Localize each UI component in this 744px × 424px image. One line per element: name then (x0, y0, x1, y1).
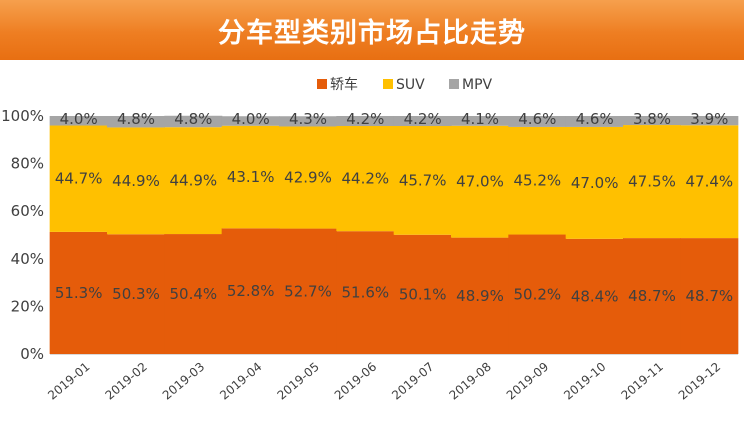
bar-segment-SUV (565, 126, 624, 239)
bar-segment-轿车 (508, 234, 567, 354)
data-label: 4.0% (60, 110, 98, 128)
bar-segment-SUV (164, 127, 223, 235)
legend-swatch-1 (383, 79, 393, 89)
data-label: 4.0% (232, 110, 270, 128)
data-label: 50.4% (170, 285, 218, 303)
data-label: 4.1% (461, 110, 499, 128)
x-tick-label: 2019-04 (217, 360, 264, 403)
bar-segment-轿车 (336, 231, 395, 354)
x-tick-label: 2019-12 (676, 360, 723, 403)
data-label: 47.0% (571, 174, 619, 192)
y-tick-label: 0% (20, 345, 44, 363)
y-tick-label: 100% (1, 107, 44, 125)
bar-segment-MPV (107, 116, 165, 128)
y-tick-label: 20% (11, 297, 44, 315)
x-tick-label: 2019-09 (504, 360, 551, 403)
bar-segment-轿车 (393, 234, 452, 354)
x-tick-label: 2019-02 (103, 360, 150, 403)
bar-segment-SUV (336, 125, 395, 232)
x-tick-label: 2019-03 (160, 360, 207, 403)
bar-segment-MPV (164, 115, 223, 128)
data-label: 4.2% (346, 110, 384, 128)
data-label: 45.7% (399, 171, 447, 189)
bar-segment-MPV (623, 116, 681, 126)
data-label: 4.6% (576, 110, 614, 128)
bar-segment-轿车 (279, 228, 337, 354)
x-tick-label: 2019-05 (275, 360, 322, 403)
chart-title: 分车型类别市场占比走势 (218, 17, 526, 49)
bar-segment-SUV (623, 125, 681, 239)
bar-segment-MPV (680, 116, 739, 126)
bar-segment-轿车 (221, 228, 280, 354)
bar-segment-MPV (221, 116, 280, 126)
legend-swatch-2 (449, 79, 459, 89)
bar-segment-轿车 (680, 238, 739, 354)
bar-segment-MPV (451, 116, 509, 126)
data-label: 44.2% (342, 170, 390, 188)
data-label: 3.9% (690, 110, 728, 128)
data-label: 45.2% (514, 172, 562, 190)
data-label: 4.8% (117, 110, 155, 128)
bar-segment-轿车 (49, 231, 108, 354)
data-label: 4.8% (174, 110, 212, 128)
bar-segment-轿车 (623, 238, 681, 354)
data-label: 4.6% (518, 110, 556, 128)
data-label: 47.5% (628, 173, 676, 191)
chart-title-bar: 分车型类别市场占比走势 (0, 0, 744, 60)
bar-segment-轿车 (451, 237, 509, 354)
data-label: 44.7% (55, 170, 103, 188)
x-tick-label: 2019-01 (45, 360, 92, 403)
y-tick-label: 80% (11, 155, 44, 173)
data-label: 4.2% (404, 110, 442, 128)
y-tick-label: 60% (11, 202, 44, 220)
bar-segment-MPV (279, 116, 337, 127)
data-label: 48.7% (686, 287, 734, 305)
bar-segment-SUV (508, 126, 567, 235)
data-label: 44.9% (170, 172, 218, 190)
data-label: 47.4% (686, 173, 734, 191)
data-label: 51.6% (342, 284, 390, 302)
legend-label-2: MPV (462, 77, 493, 93)
y-tick-label: 40% (11, 250, 44, 268)
bar-segment-SUV (107, 127, 165, 235)
bar-segment-MPV (565, 116, 624, 127)
data-label: 48.7% (628, 287, 676, 305)
bar-segment-SUV (221, 125, 280, 229)
bar-segment-SUV (680, 125, 739, 239)
bar-segment-MPV (393, 116, 452, 126)
x-tick-label: 2019-08 (447, 360, 494, 403)
data-label: 51.3% (55, 284, 103, 302)
data-label: 50.2% (514, 285, 562, 303)
legend-label-0: 轿车 (330, 76, 358, 93)
x-tick-label: 2019-10 (561, 360, 608, 403)
x-tick-label: 2019-11 (619, 360, 666, 403)
bar-segment-SUV (393, 125, 452, 235)
bar-segment-轿车 (107, 234, 165, 354)
bar-segment-MPV (336, 116, 395, 126)
legend-swatch-0 (317, 79, 327, 89)
bar-segment-轿车 (565, 238, 624, 354)
data-label: 52.8% (227, 282, 275, 300)
bar-segment-MPV (508, 116, 567, 127)
bar-segment-轿车 (164, 234, 223, 354)
data-label: 3.8% (633, 110, 671, 128)
bar-segment-MPV (49, 116, 108, 126)
x-tick-label: 2019-06 (332, 360, 379, 403)
data-label: 47.0% (456, 173, 504, 191)
data-label: 50.3% (112, 285, 160, 303)
bar-segment-SUV (49, 125, 108, 232)
bar-segment-SUV (451, 125, 509, 238)
data-label: 44.9% (112, 172, 160, 190)
legend-label-1: SUV (396, 77, 425, 93)
x-tick-label: 2019-07 (389, 360, 436, 403)
data-label: 48.9% (456, 287, 504, 305)
data-label: 42.9% (284, 169, 332, 187)
data-label: 4.3% (289, 110, 327, 128)
data-label: 52.7% (284, 282, 332, 300)
bar-segment-SUV (279, 126, 337, 229)
data-label: 43.1% (227, 168, 275, 186)
data-label: 50.1% (399, 285, 447, 303)
data-label: 48.4% (571, 287, 619, 305)
